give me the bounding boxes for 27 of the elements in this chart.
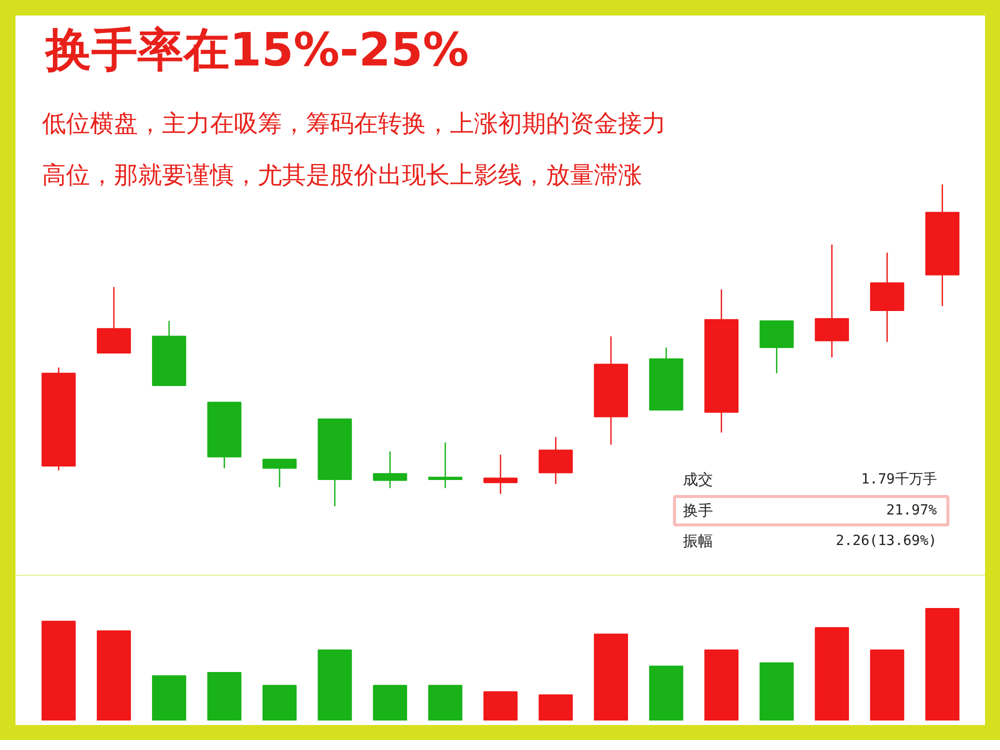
bar xyxy=(538,694,573,720)
annotation: 成交 xyxy=(682,470,713,488)
chart-subtitle: 低位横盘，主力在吸筹，筹码在转换，上涨初期的资金接力高位，那就要谨慎，尤其是股价出现长上影线，放量滞涨 xyxy=(42,109,666,189)
bar xyxy=(594,634,628,720)
bar xyxy=(152,675,186,720)
bar xyxy=(42,620,76,720)
bar xyxy=(96,630,131,720)
bar xyxy=(207,672,242,720)
annotation: 1.79千万手 xyxy=(861,471,937,488)
bar xyxy=(649,666,684,720)
bar xyxy=(428,684,462,720)
bar xyxy=(372,684,408,720)
bar xyxy=(704,650,738,720)
bar xyxy=(760,662,794,720)
candlestick xyxy=(483,454,518,495)
bar xyxy=(814,627,849,720)
bar xyxy=(925,608,960,720)
text: 振幅 xyxy=(682,532,713,550)
chart-title: 换手率在15%-25% xyxy=(44,22,469,76)
annotation: 21.97% xyxy=(886,502,938,519)
text: 2.26(13.69%) xyxy=(836,532,937,549)
bar xyxy=(318,650,352,720)
bar xyxy=(870,650,904,720)
bar xyxy=(483,691,518,720)
candlestick xyxy=(428,442,462,489)
annotation: 换手 xyxy=(682,502,713,520)
bar xyxy=(262,684,297,720)
